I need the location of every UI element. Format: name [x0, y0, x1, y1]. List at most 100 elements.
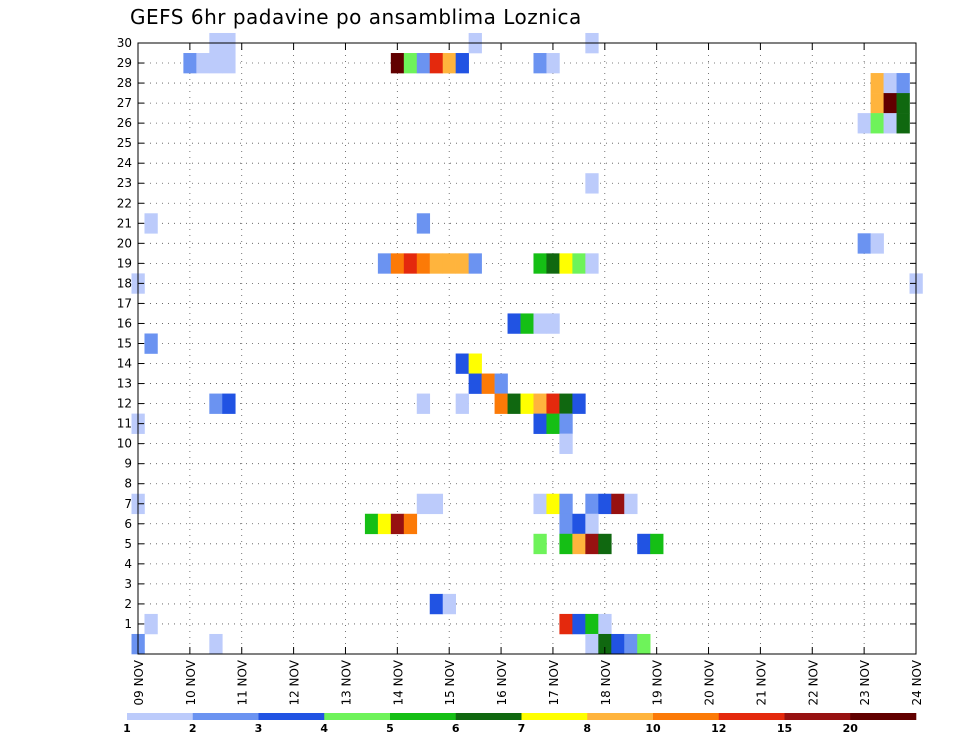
heatmap-cell: [546, 393, 560, 414]
y-tick-label: 21: [117, 216, 132, 230]
heatmap-cell: [624, 493, 638, 515]
colorbar-label: 10: [645, 722, 661, 735]
heatmap-cell: [572, 253, 586, 274]
heatmap-cell: [598, 493, 612, 515]
heatmap-cell: [403, 53, 418, 74]
colorbar-swatch: [850, 713, 917, 720]
heatmap-cell: [429, 253, 444, 274]
x-axis: 09 NOV 10 NOV 11 NOV 12 NOV 13 NOV 14 NOV 15 N…: [132, 43, 924, 706]
y-tick-label: 2: [124, 597, 132, 611]
x-tick-label: 23 NOV: [858, 659, 872, 705]
heatmap-cell: [481, 373, 495, 394]
colorbar-legend: 1 2 3 4 5 6 7 8 10 12 15 20: [123, 713, 917, 735]
heatmap-cell: [520, 393, 534, 414]
y-tick-label: 15: [117, 336, 132, 350]
heatmap-cell: [416, 253, 431, 274]
colorbar-label: 20: [843, 722, 859, 735]
colorbar-label: 4: [320, 722, 328, 735]
chart-title: GEFS 6hr padavine po ansamblima Loznica: [130, 5, 582, 29]
heatmap-cell: [209, 393, 223, 414]
y-tick-label: 10: [117, 437, 132, 451]
colorbar-label: 15: [777, 722, 792, 735]
y-tick-label: 28: [117, 76, 132, 90]
y-tick-label: 27: [117, 96, 132, 110]
x-tick-label: 19 NOV: [651, 659, 665, 705]
x-tick-label: 12 NOV: [288, 659, 302, 705]
heatmap-cell: [416, 393, 431, 414]
heatmap-cells: [131, 32, 923, 655]
heatmap-cell: [624, 633, 638, 655]
heatmap-cell: [377, 513, 392, 535]
y-tick-label: 8: [124, 477, 132, 491]
y-tick-label: 17: [117, 296, 132, 310]
y-axis: 1234567891011121314151617181920212223242…: [117, 36, 916, 631]
heatmap-cell: [429, 593, 444, 615]
heatmap-cell: [559, 393, 573, 414]
colorbar-swatch: [521, 713, 588, 720]
heatmap-cell: [222, 53, 236, 74]
y-tick-label: 22: [117, 196, 132, 210]
heatmap-cell: [533, 493, 547, 515]
heatmap-cell: [442, 253, 456, 274]
heatmap-cell: [611, 633, 625, 655]
heatmap-cell: [455, 53, 469, 74]
heatmap-cell: [468, 253, 482, 274]
heatmap-cell: [598, 613, 612, 635]
heatmap-cell: [598, 633, 612, 655]
heatmap-cell: [870, 233, 884, 254]
heatmap-cell: [183, 53, 197, 74]
heatmap-cell: [209, 633, 223, 655]
heatmap-cell: [377, 253, 392, 274]
y-tick-label: 25: [117, 136, 132, 150]
y-tick-label: 23: [117, 176, 132, 190]
heatmap-cell: [883, 113, 897, 134]
heatmap-cell: [403, 253, 418, 274]
colorbar-swatch: [718, 713, 785, 720]
heatmap-cell: [520, 313, 534, 334]
y-tick-label: 3: [124, 577, 132, 591]
heatmap-cell: [533, 53, 547, 74]
heatmap-cell: [144, 333, 158, 354]
y-tick-label: 14: [117, 357, 132, 371]
colorbar-swatch: [653, 713, 720, 720]
heatmap-cell: [559, 493, 573, 515]
colorbar-label: 3: [255, 722, 263, 735]
x-tick-label: 15 NOV: [443, 659, 457, 705]
y-tick-label: 4: [124, 557, 132, 571]
heatmap-cell: [585, 533, 599, 555]
heatmap-cell: [870, 93, 884, 114]
y-tick-label: 1: [124, 617, 132, 631]
y-tick-label: 26: [117, 116, 132, 130]
colorbar-swatch: [127, 713, 194, 720]
heatmap-cell: [585, 253, 599, 274]
x-tick-label: 21 NOV: [754, 659, 768, 705]
x-tick-label: 09 NOV: [132, 659, 146, 705]
heatmap-cell: [546, 493, 560, 515]
heatmap-cell: [416, 213, 431, 234]
x-tick-label: 22 NOV: [806, 659, 820, 705]
y-tick-label: 30: [117, 36, 132, 50]
heatmap-cell: [390, 53, 405, 74]
heatmap-cell: [546, 253, 560, 274]
x-tick-label: 18 NOV: [599, 659, 613, 705]
heatmap-cell: [533, 253, 547, 274]
grid-lines: [138, 42, 916, 654]
heatmap-cell: [546, 313, 560, 334]
heatmap-cell: [442, 53, 456, 74]
heatmap-cell: [572, 513, 586, 535]
heatmap-cell: [546, 53, 560, 74]
heatmap-cell: [390, 513, 405, 535]
y-tick-label: 12: [117, 397, 132, 411]
colorbar-label: 7: [518, 722, 526, 735]
heatmap-cell: [416, 493, 431, 515]
heatmap-cell: [883, 73, 897, 94]
heatmap-cell: [533, 413, 547, 434]
heatmap-cell: [507, 313, 521, 334]
y-tick-label: 6: [124, 517, 132, 531]
colorbar-label: 5: [386, 722, 394, 735]
heatmap-cell: [364, 513, 379, 535]
heatmap-cell: [533, 393, 547, 414]
heatmap-cell: [209, 53, 223, 74]
heatmap-cell: [857, 233, 871, 254]
heatmap-cell: [507, 393, 521, 414]
